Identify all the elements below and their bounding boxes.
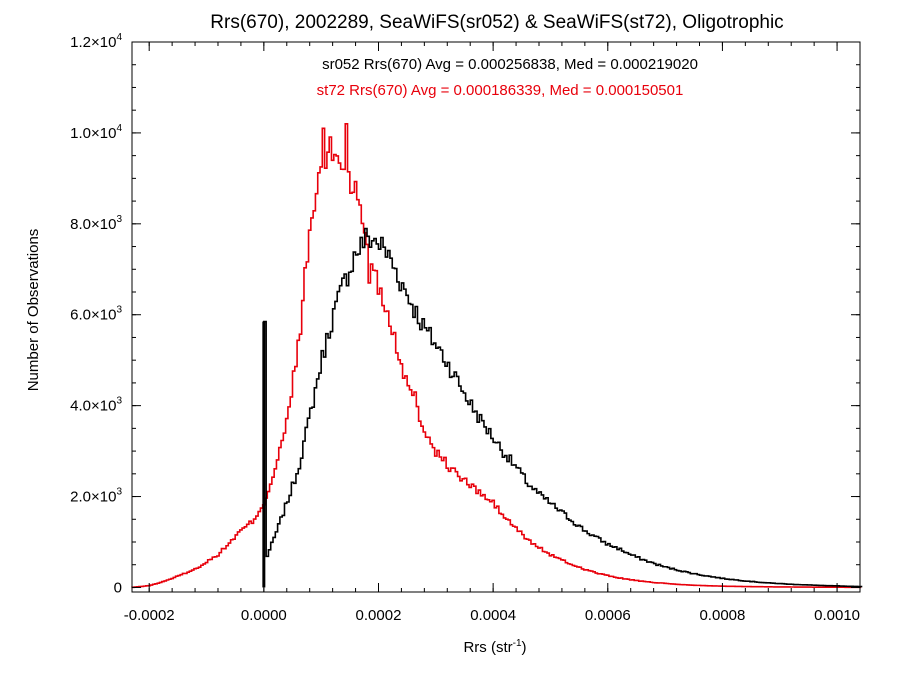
x-axis-title-sup: -1: [513, 638, 522, 649]
y-tick-label: 1.0×104: [70, 123, 122, 142]
y-tick-label: 2.0×103: [70, 487, 122, 506]
y-axis: 02.0×1034.0×1036.0×1038.0×1031.0×1041.2×…: [70, 32, 860, 596]
x-axis: -0.0002 0.0000 0.0002 0.0004 0.0006 0.0008 0.0…: [124, 42, 860, 624]
x-tick-label: 0.0006: [585, 607, 631, 624]
y-tick-mantissa: 4.0×10: [70, 398, 116, 415]
plot-frame: [131, 41, 861, 593]
histogram-line-st72: [131, 123, 862, 589]
x-tick-label: 0.0000: [241, 607, 287, 624]
plot-area: [131, 123, 863, 589]
spike-bar-sr052: [262, 321, 266, 588]
y-tick-label: 0: [114, 579, 122, 596]
series-st72: [131, 123, 862, 589]
y-tick-mantissa: 6.0×10: [70, 307, 116, 324]
x-tick-label: 0.0002: [356, 607, 402, 624]
y-tick-exponent: 4: [116, 32, 122, 43]
y-tick-mantissa: 1.2×10: [70, 34, 116, 51]
y-tick-exponent: 3: [116, 214, 122, 225]
legend-sr052-stats: sr052 Rrs(670) Avg = 0.000256838, Med = …: [322, 56, 698, 73]
y-tick-exponent: 4: [116, 123, 122, 134]
y-tick-label: 8.0×103: [70, 214, 122, 233]
y-tick-mantissa: 0: [114, 579, 122, 596]
y-tick-label: 1.2×104: [70, 32, 122, 51]
series-sr052: [262, 227, 863, 588]
y-tick-exponent: 3: [116, 305, 122, 316]
y-tick-mantissa: 8.0×10: [70, 216, 116, 233]
histogram-line-sr052: [263, 227, 863, 588]
x-tick-label: 0.0010: [814, 607, 860, 624]
y-tick-mantissa: 1.0×10: [70, 125, 116, 142]
x-axis-title-base: Rrs (str: [463, 639, 512, 656]
y-tick-mantissa: 2.0×10: [70, 489, 116, 506]
y-tick-label: 6.0×103: [70, 305, 122, 324]
legend-st72-stats: st72 Rrs(670) Avg = 0.000186339, Med = 0…: [317, 82, 684, 99]
x-axis-title-close: ): [522, 639, 527, 656]
y-tick-label: 4.0×103: [70, 396, 122, 415]
x-tick-label: 0.0008: [699, 607, 745, 624]
x-axis-title: Rrs (str-1): [463, 638, 526, 656]
x-tick-label: -0.0002: [124, 607, 175, 624]
y-tick-exponent: 3: [116, 487, 122, 498]
chart-title: Rrs(670), 2002289, SeaWiFS(sr052) & SeaW…: [210, 12, 783, 33]
x-tick-label: 0.0004: [470, 607, 516, 624]
y-axis-title: Number of Observations: [25, 229, 42, 392]
y-tick-exponent: 3: [116, 396, 122, 407]
